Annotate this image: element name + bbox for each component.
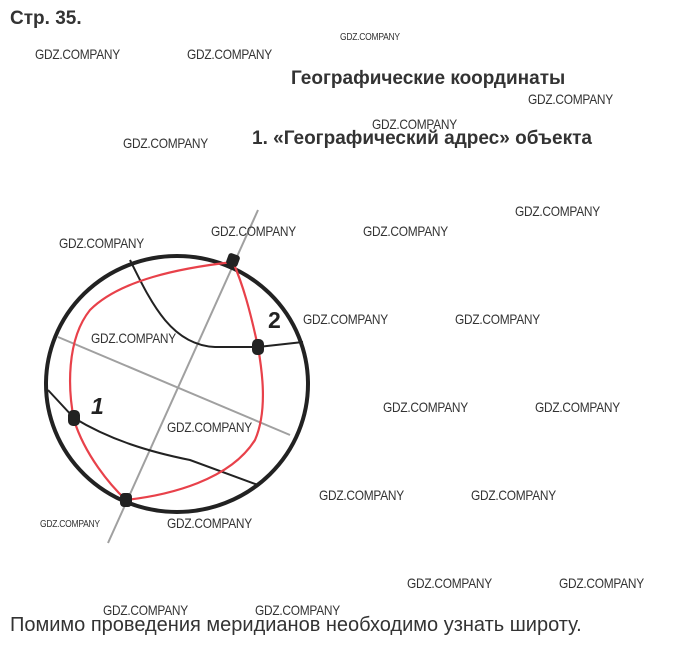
watermark: GDZ.COMPANY [407, 575, 492, 591]
watermark: GDZ.COMPANY [40, 519, 100, 530]
watermark: GDZ.COMPANY [211, 223, 296, 239]
watermark: GDZ.COMPANY [123, 135, 208, 151]
watermark: GDZ.COMPANY [167, 515, 252, 531]
watermark: GDZ.COMPANY [383, 399, 468, 415]
parallel-lower [47, 389, 259, 486]
watermark: GDZ.COMPANY [35, 46, 120, 62]
task-title: 1. «Географический адрес» объекта [252, 128, 592, 149]
parallel-upper [129, 259, 304, 348]
point-2 [252, 339, 264, 355]
equator-line [57, 336, 291, 436]
watermark: GDZ.COMPANY [363, 223, 448, 239]
page-number: Стр. 35. [10, 8, 82, 29]
route-line [68, 260, 264, 502]
watermark: GDZ.COMPANY [303, 311, 388, 327]
point-1 [68, 410, 80, 426]
watermark: GDZ.COMPANY [59, 235, 144, 251]
watermark: GDZ.COMPANY [515, 203, 600, 219]
point-label-1: 1 [91, 393, 104, 419]
point-label-2: 2 [268, 307, 281, 333]
point-bottom [120, 493, 132, 507]
section-title: Географические координаты [291, 68, 566, 89]
watermark: GDZ.COMPANY [528, 91, 613, 107]
watermark: GDZ.COMPANY [167, 419, 252, 435]
watermark: GDZ.COMPANY [255, 602, 340, 618]
globe-outline [44, 254, 310, 514]
watermark: GDZ.COMPANY [455, 311, 540, 327]
watermark: GDZ.COMPANY [535, 399, 620, 415]
point-top [226, 253, 240, 267]
answer-text: Помимо проведения меридианов необходимо … [10, 614, 582, 636]
watermark: GDZ.COMPANY [91, 330, 176, 346]
watermark: GDZ.COMPANY [187, 46, 272, 62]
watermark: GDZ.COMPANY [471, 487, 556, 503]
watermark: GDZ.COMPANY [559, 575, 644, 591]
watermark: GDZ.COMPANY [340, 32, 400, 43]
watermark: GDZ.COMPANY [372, 116, 457, 132]
watermark: GDZ.COMPANY [103, 602, 188, 618]
watermark: GDZ.COMPANY [319, 487, 404, 503]
